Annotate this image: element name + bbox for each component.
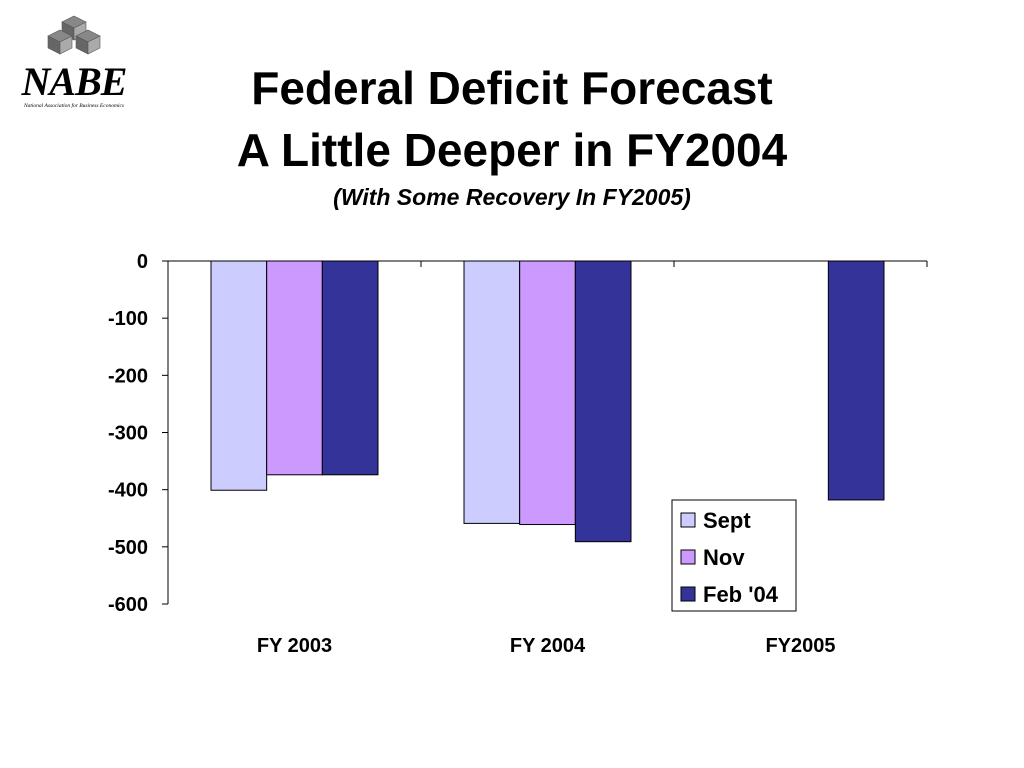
legend-swatch xyxy=(680,586,696,602)
y-tick-label: -600 xyxy=(108,594,148,616)
y-tick-label: -400 xyxy=(108,480,148,502)
legend-label: Sept xyxy=(703,508,751,533)
page-title-line2: A Little Deeper in FY2004 xyxy=(236,124,788,176)
chart-axes: 0 -100 -200 -300 -400 -500 -600 FY 2003 FY 2004 F… xyxy=(108,251,928,657)
chart-bars xyxy=(210,260,885,543)
bar-feb-04-0 xyxy=(321,260,379,476)
chart-legend: Sept Nov Feb '04 xyxy=(671,499,797,612)
logo-text: NABE xyxy=(21,59,128,104)
bar-sept-1 xyxy=(463,260,521,524)
page-title: Federal Deficit Forecast xyxy=(251,62,773,114)
bar-sept-0 xyxy=(210,260,268,491)
x-tick-label: FY 2004 xyxy=(510,635,586,657)
page-subtitle: (With Some Recovery In FY2005) xyxy=(333,184,691,210)
x-tick-label: FY 2003 xyxy=(257,635,332,657)
legend-swatch xyxy=(680,549,696,565)
legend-label: Feb '04 xyxy=(703,582,779,607)
y-tick-label: -200 xyxy=(108,365,148,387)
y-tick-label: -100 xyxy=(108,308,148,330)
bar-nov-1 xyxy=(519,260,576,526)
legend-label: Nov xyxy=(703,545,745,570)
nabe-logo: NABE National Association for Business E… xyxy=(14,12,134,112)
bar-nov-0 xyxy=(266,260,323,476)
y-tick-label: -500 xyxy=(108,537,148,559)
bar-feb-04-1 xyxy=(574,260,632,543)
y-tick-label: -300 xyxy=(108,423,148,445)
legend-swatch xyxy=(680,512,696,528)
bar-feb-04-2 xyxy=(827,260,885,501)
cube-stack-icon xyxy=(47,15,101,55)
y-tick-label: 0 xyxy=(137,251,148,273)
logo-subtitle: National Association for Business Econom… xyxy=(23,103,125,109)
x-tick-label: FY2005 xyxy=(765,635,835,657)
